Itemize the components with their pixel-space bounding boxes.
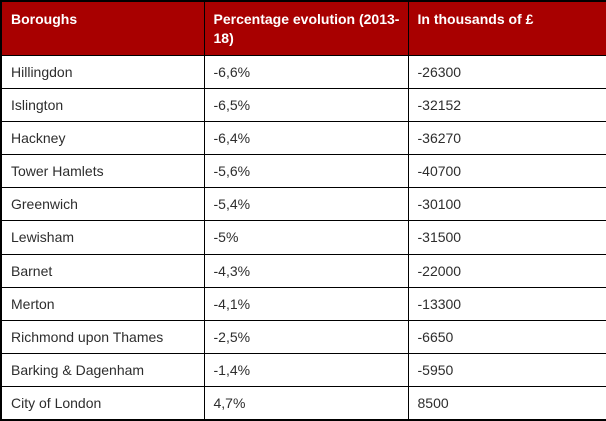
percentage-cell: -6,6% [203, 54, 409, 89]
borough-cell: Barnet [0, 253, 205, 288]
table-row: Richmond upon Thames -2,5% -6650 [0, 319, 606, 355]
table-row: Hackney -6,4% -36270 [0, 120, 606, 156]
percentage-cell: -5% [203, 220, 409, 255]
table-row: Merton -4,1% -13300 [0, 286, 606, 321]
value-cell: -32152 [407, 87, 606, 122]
table-row: Barking & Dagenham -1,4% -5950 [0, 353, 606, 388]
percentage-cell: 4,7% [203, 386, 409, 421]
percentage-cell: -5,6% [203, 154, 409, 189]
borough-cell: Barking & Dagenham [0, 353, 205, 388]
table-row: Islington -6,5% -32152 [0, 87, 606, 122]
table-row: Hillingdon -6,6% -26300 [0, 54, 606, 89]
value-cell: 8500 [407, 386, 606, 421]
header-row: Boroughs Percentage evolution (2013-18) … [0, 0, 606, 56]
value-cell: -30100 [407, 187, 606, 222]
value-cell: -13300 [407, 286, 606, 321]
value-cell: -26300 [407, 54, 606, 89]
table-row: Tower Hamlets -5,6% -40700 [0, 154, 606, 189]
value-cell: -31500 [407, 220, 606, 255]
borough-cell: Lewisham [0, 220, 205, 255]
borough-cell: Hillingdon [0, 54, 205, 89]
header-cell-thousands: In thousands of £ [407, 0, 606, 56]
value-cell: -40700 [407, 154, 606, 189]
percentage-cell: -4,3% [203, 253, 409, 288]
borough-cell: Islington [0, 87, 205, 122]
table-row: Barnet -4,3% -22000 [0, 253, 606, 288]
percentage-cell: -2,5% [203, 319, 409, 355]
percentage-cell: -4,1% [203, 286, 409, 321]
borough-cell: City of London [0, 386, 205, 421]
borough-cell: Richmond upon Thames [0, 319, 205, 355]
borough-cell: Tower Hamlets [0, 154, 205, 189]
header-cell-boroughs: Boroughs [0, 0, 205, 56]
percentage-cell: -5,4% [203, 187, 409, 222]
table-row: City of London 4,7% 8500 [0, 386, 606, 421]
table-row: Greenwich -5,4% -30100 [0, 187, 606, 222]
value-cell: -6650 [407, 319, 606, 355]
percentage-cell: -6,4% [203, 120, 409, 156]
value-cell: -22000 [407, 253, 606, 288]
header-cell-percentage-evolution: Percentage evolution (2013-18) [203, 0, 409, 56]
borough-cell: Merton [0, 286, 205, 321]
percentage-cell: -1,4% [203, 353, 409, 388]
borough-cell: Greenwich [0, 187, 205, 222]
value-cell: -36270 [407, 120, 606, 156]
table-row: Lewisham -5% -31500 [0, 220, 606, 255]
percentage-cell: -6,5% [203, 87, 409, 122]
value-cell: -5950 [407, 353, 606, 388]
borough-cell: Hackney [0, 120, 205, 156]
